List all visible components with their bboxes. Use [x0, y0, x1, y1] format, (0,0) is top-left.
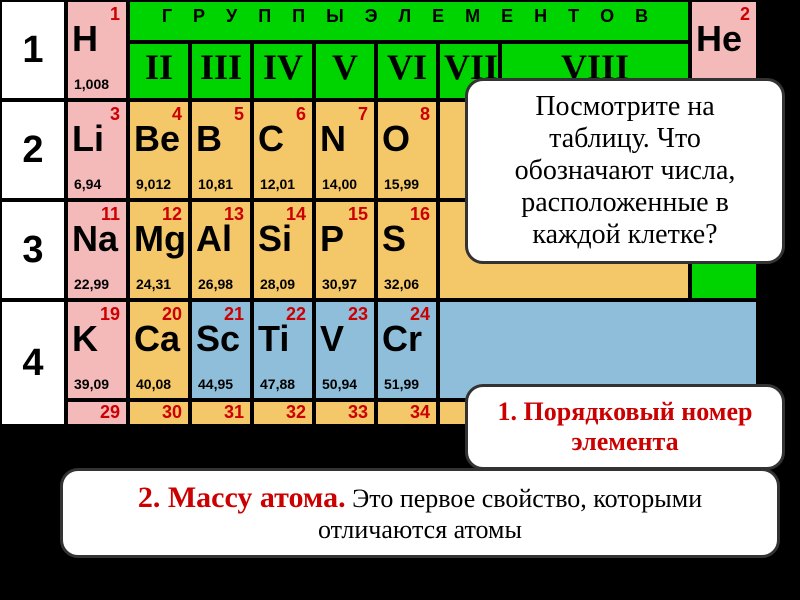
strip-cell: 32 — [252, 400, 314, 426]
group-label-IV: IV — [252, 42, 314, 101]
strip-cell: 30 — [128, 400, 190, 426]
answer2-lead: 2. Массу атома. — [138, 481, 346, 514]
element-Si: 14 Si 28,09 — [252, 200, 314, 300]
element-K: 19 K 39,09 — [66, 300, 128, 400]
question-text: Посмотрите на таблицу. Что обозначают чи… — [515, 91, 736, 250]
element-Be: 4 Be 9,012 — [128, 100, 190, 200]
period-label-1: 1 — [0, 0, 66, 100]
atomic-mass: 1,008 — [74, 76, 109, 92]
strip-cell: 33 — [314, 400, 376, 426]
atomic-number: 2 — [740, 4, 750, 25]
element-Ti: 22 Ti 47,88 — [252, 300, 314, 400]
element-V: 23 V 50,94 — [314, 300, 376, 400]
group-label-III: III — [190, 42, 252, 101]
question-bubble: Посмотрите на таблицу. Что обозначают чи… — [465, 78, 785, 264]
group-label-VI: VI — [376, 42, 438, 101]
period-label-3: 3 — [0, 200, 66, 300]
strip-cell: 31 — [190, 400, 252, 426]
answer2-rest: Это первое свойство, которыми отличаются… — [318, 484, 702, 544]
element-P: 15 P 30,97 — [314, 200, 376, 300]
element-O: 8 O 15,99 — [376, 100, 438, 200]
strip-cell: 34 — [376, 400, 438, 426]
element-S: 16 S 32,06 — [376, 200, 438, 300]
element-Li: 3 Li 6,94 — [66, 100, 128, 200]
element-N: 7 N 14,00 — [314, 100, 376, 200]
element-Ca: 20 Ca 40,08 — [128, 300, 190, 400]
element-Na: 11 Na 22,99 — [66, 200, 128, 300]
period-label-2: 2 — [0, 100, 66, 200]
element-Al: 13 Al 26,98 — [190, 200, 252, 300]
period-label-4: 4 — [0, 300, 66, 426]
group-label-II: II — [128, 42, 190, 101]
answer1-bubble: 1. Порядковый номер элемента — [465, 384, 785, 470]
answer1-text: 1. Порядковый номер элемента — [498, 397, 753, 456]
atomic-number: 1 — [110, 4, 120, 25]
strip-cell: 29 — [66, 400, 128, 426]
answer2-bubble: 2. Массу атома. Это первое свойство, кот… — [60, 468, 780, 558]
element-Sc: 21 Sc 44,95 — [190, 300, 252, 400]
element-B: 5 B 10,81 — [190, 100, 252, 200]
element-C: 6 C 12,01 — [252, 100, 314, 200]
group-label-V: V — [314, 42, 376, 101]
header-title: Г Р У П П Ы Э Л Е М Е Н Т О В — [128, 0, 690, 42]
element-Cr: 24 Cr 51,99 — [376, 300, 438, 400]
element-Mg: 12 Mg 24,31 — [128, 200, 190, 300]
element-H: 1 H 1,008 — [66, 0, 128, 100]
